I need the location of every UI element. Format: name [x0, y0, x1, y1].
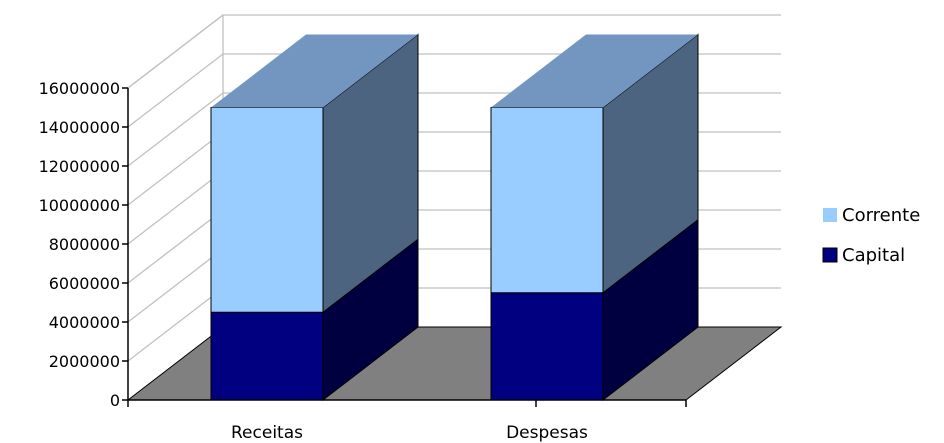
y-tick-label: 4000000: [49, 313, 120, 332]
bar-capital-despesas: [490, 292, 604, 401]
axes: [122, 87, 687, 407]
bar-corrente-despesas-top: [491, 34, 698, 108]
legend-label: Corrente: [842, 205, 920, 226]
y-tick-label: 14000000: [39, 118, 120, 137]
legend-swatch: [823, 208, 837, 222]
bar-capital-receitas: [210, 311, 324, 401]
bar-corrente-despesas: [490, 107, 604, 294]
y-tick-label: 16000000: [39, 79, 120, 98]
legend-item-capital: Capital: [822, 245, 905, 266]
x-axis-category-labels: Receitas Despesas: [231, 423, 588, 443]
bar-corrente-receitas-top: [211, 34, 418, 108]
x-category-label: Receitas: [231, 423, 303, 443]
y-tick-label: 8000000: [49, 235, 120, 254]
chart-walls: [127, 14, 224, 327]
y-tick-label: 0: [110, 391, 120, 410]
gridline: [127, 14, 781, 89]
legend: Corrente Capital: [822, 205, 920, 266]
bars: [210, 33, 699, 402]
legend-item-corrente: Corrente: [823, 205, 920, 226]
y-axis-tick-labels: 0 2000000 4000000 6000000 8000000 10000000 120…: [39, 79, 120, 410]
y-tick-label: 12000000: [39, 157, 120, 176]
y-tick-label: 2000000: [49, 352, 120, 371]
x-category-label: Despesas: [506, 423, 588, 443]
y-tick-label: 10000000: [39, 196, 120, 215]
y-tick-label: 6000000: [49, 274, 120, 293]
bar-corrente-receitas: [210, 107, 324, 313]
legend-label: Capital: [842, 245, 905, 266]
legend-swatch: [822, 247, 838, 263]
